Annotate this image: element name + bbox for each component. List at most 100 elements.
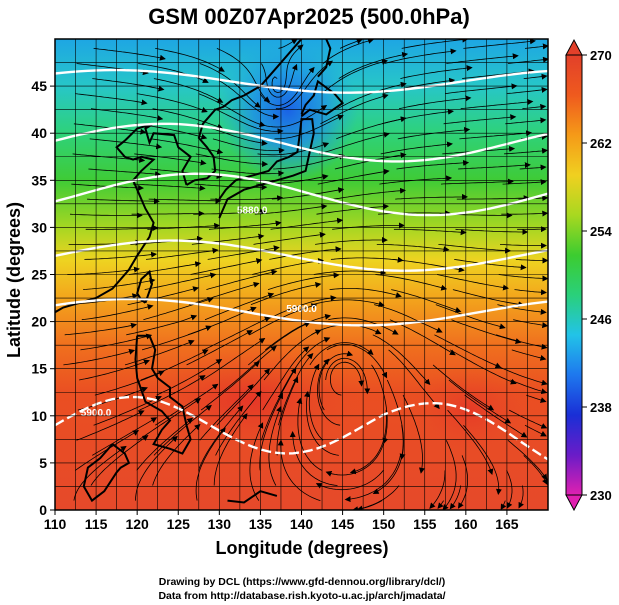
y-tick-label: 35 <box>31 172 47 188</box>
colorbar-tick-label: 254 <box>590 224 612 239</box>
streamline <box>443 114 517 125</box>
streamline <box>349 410 387 475</box>
streamline <box>500 500 507 510</box>
streamline <box>81 304 154 321</box>
streamline <box>206 269 278 290</box>
streamline <box>371 364 389 445</box>
y-tick-label: 25 <box>31 267 47 283</box>
streamline <box>502 179 547 186</box>
streamline <box>344 455 401 503</box>
streamline <box>151 138 224 155</box>
streamline <box>401 39 469 49</box>
streamline <box>148 197 222 204</box>
cold-low-region <box>218 39 358 182</box>
streamline <box>266 295 337 321</box>
streamline <box>317 168 390 185</box>
streamline <box>325 357 371 395</box>
streamline <box>518 485 524 509</box>
streamline <box>384 48 457 64</box>
streamline <box>312 299 385 307</box>
streamline <box>261 367 297 441</box>
streamline <box>267 272 340 290</box>
colorbar-body <box>565 54 583 496</box>
streamline <box>460 99 534 110</box>
streamline <box>195 427 226 501</box>
x-tick-label: 115 <box>85 516 108 532</box>
streamline <box>333 187 406 200</box>
streamline <box>320 93 389 125</box>
streamline <box>332 222 405 230</box>
streamline <box>92 78 165 92</box>
streamline <box>447 409 494 476</box>
coastline <box>134 334 192 455</box>
streamline <box>388 349 440 410</box>
streamline <box>376 243 450 253</box>
streamline <box>215 78 280 120</box>
streamline <box>262 346 310 411</box>
streamline <box>259 66 315 106</box>
streamline <box>505 117 547 125</box>
streamline <box>210 195 284 202</box>
colorbar-top-arrow <box>565 38 583 56</box>
streamline <box>507 439 548 481</box>
grid-lines <box>55 39 548 510</box>
streamline <box>189 281 260 305</box>
streamline <box>501 210 548 217</box>
streamline <box>153 78 224 103</box>
streamline <box>455 228 529 235</box>
streamline <box>190 258 263 275</box>
streamline <box>381 108 454 125</box>
streamline <box>271 187 345 200</box>
streamline <box>451 319 522 344</box>
streamline <box>440 178 514 185</box>
streamline <box>155 48 225 72</box>
streamline <box>446 53 519 64</box>
streamline <box>212 138 285 154</box>
x-axis-label: Longitude (degrees) <box>215 538 388 558</box>
streamline <box>448 379 512 424</box>
credit-drawing: Drawing by DCL (https://www.gfd-dennou.o… <box>159 576 445 588</box>
x-tick-label: 160 <box>454 516 478 532</box>
streamline <box>140 349 209 381</box>
streamline <box>86 198 160 205</box>
x-axis-ticks: 110 115 120 125 130 135 140 145 150 155 160 165 <box>44 510 519 532</box>
x-tick-label: 165 <box>495 516 519 532</box>
coastline <box>82 443 131 503</box>
streamline <box>503 147 548 155</box>
streamline <box>156 358 223 396</box>
streamline <box>337 81 407 110</box>
y-tick-label: 0 <box>39 502 47 518</box>
colorbar-tick-label: 270 <box>590 48 612 63</box>
streamline <box>208 220 282 230</box>
streamline <box>506 86 548 94</box>
streamline <box>524 424 547 437</box>
x-tick-label: 130 <box>208 516 232 532</box>
streamline <box>216 48 271 103</box>
streamline <box>248 321 311 366</box>
streamline <box>135 435 178 501</box>
streamline <box>257 142 330 156</box>
streamline <box>276 376 299 456</box>
streamline <box>435 304 506 330</box>
streamline <box>309 342 374 366</box>
streamline <box>437 274 509 291</box>
streamline <box>393 228 467 236</box>
streamline <box>438 244 512 254</box>
y-tick-label: 20 <box>31 314 47 330</box>
coastline <box>218 118 315 219</box>
streamline <box>391 289 462 313</box>
streamline <box>79 359 150 381</box>
x-tick-label: 135 <box>249 516 273 532</box>
streamline <box>459 130 533 140</box>
streamline <box>250 282 322 305</box>
streamline <box>128 261 202 275</box>
streamline <box>136 417 194 471</box>
streamline <box>203 316 271 351</box>
streamline <box>92 417 158 456</box>
streamline <box>289 431 338 486</box>
streamline <box>437 500 444 509</box>
streamline <box>329 361 365 396</box>
streamline <box>463 424 502 495</box>
